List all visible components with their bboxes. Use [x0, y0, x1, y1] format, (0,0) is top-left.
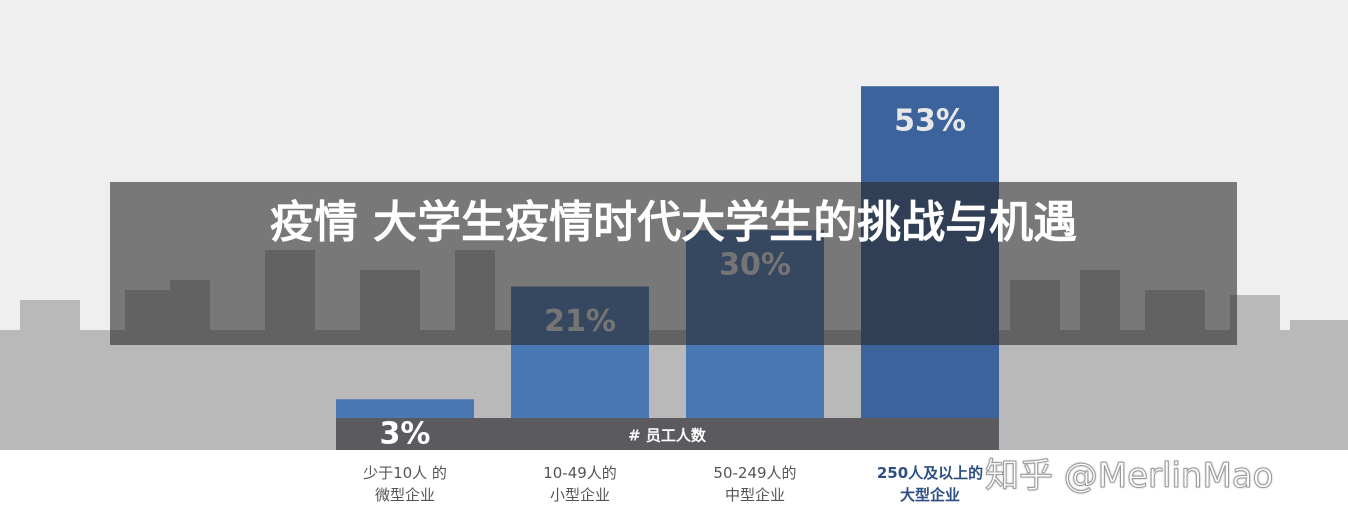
- x-tick-label: 50-249人的 中型企业: [713, 464, 797, 504]
- x-tick-label: 10-49人的 小型企业: [543, 464, 617, 504]
- x-axis-label: # 员工人数: [628, 427, 707, 445]
- value-label: 53%: [894, 104, 966, 139]
- axis-band: [336, 418, 999, 450]
- overlay-title: 疫情 大学生疫情时代大学生的挑战与机遇: [269, 197, 1078, 248]
- x-tick-label: 少于10人 的 微型企业: [363, 464, 447, 504]
- bar: [336, 399, 474, 418]
- watermark: 知乎 @MerlinMao: [984, 456, 1274, 497]
- value-label: 3%: [380, 417, 431, 452]
- title-overlay: [110, 182, 1237, 345]
- x-tick-label: 250人及以上的 大型企业: [876, 464, 984, 504]
